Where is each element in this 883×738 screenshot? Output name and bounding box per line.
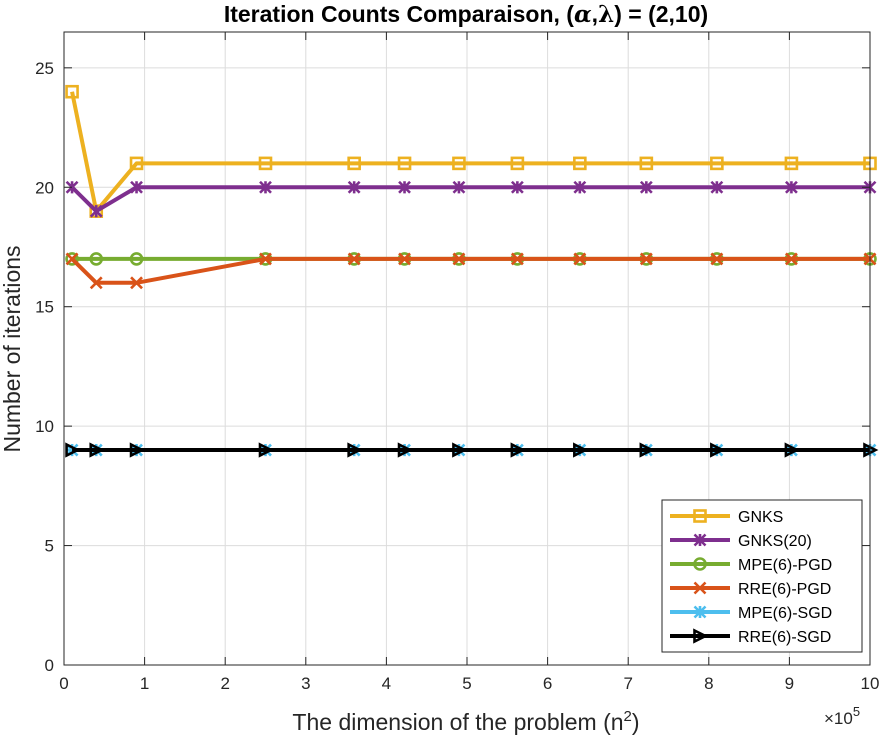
data-point xyxy=(398,252,411,266)
x-tick-label: 2 xyxy=(220,674,229,693)
legend-label: MPE(6)-SGD xyxy=(738,605,832,622)
legend-item: GNKS xyxy=(670,509,783,526)
data-point xyxy=(639,180,653,194)
legend: GNKS GNKS(20) MPE(6)-PGD RRE(6)-PGD MPE(6)-S… xyxy=(661,499,863,653)
data-point xyxy=(89,276,103,290)
data-point xyxy=(452,442,468,458)
y-tick-label: 25 xyxy=(35,59,54,78)
x-tick-label: 9 xyxy=(785,674,794,693)
data-point xyxy=(397,156,412,171)
data-point xyxy=(259,180,272,194)
legend-box xyxy=(661,499,863,653)
legend-marker xyxy=(693,509,707,523)
data-point xyxy=(573,156,587,171)
axis-ticks: 0 1 2 3 4 5 6 7 8 9 10 0 5 10 15 20 25 xyxy=(35,32,879,693)
data-point xyxy=(347,252,361,266)
data-point xyxy=(89,252,104,266)
series-line xyxy=(70,91,870,214)
data-point xyxy=(65,180,79,194)
data-point xyxy=(510,180,524,194)
legend-item: RRE(6)-PGD xyxy=(670,581,831,598)
data-point xyxy=(784,442,800,458)
data-point xyxy=(710,252,724,266)
series-rre-6-pgd xyxy=(65,252,877,290)
y-tick-label: 5 xyxy=(45,537,54,556)
legend-label: GNKS xyxy=(738,509,783,526)
y-tick-label: 10 xyxy=(35,417,54,436)
data-point xyxy=(130,276,143,290)
data-point xyxy=(573,180,587,194)
data-point xyxy=(452,252,466,266)
data-point xyxy=(89,442,105,458)
data-point xyxy=(710,156,724,171)
y-tick-label: 15 xyxy=(35,298,54,317)
data-point xyxy=(784,180,798,194)
legend-label: MPE(6)-PGD xyxy=(738,557,832,574)
series-rre-6-sgd xyxy=(65,442,879,458)
x-axis-label: The dimension of the problem (n2) xyxy=(292,708,639,735)
legend-item: GNKS(20) xyxy=(670,533,812,550)
legend-marker xyxy=(693,628,709,644)
data-point xyxy=(452,156,466,171)
data-point xyxy=(784,252,798,266)
data-point xyxy=(710,180,724,194)
legend-label: GNKS(20) xyxy=(738,533,812,550)
x-axis-multiplier: ×105 xyxy=(824,704,860,728)
legend-marker xyxy=(693,557,707,571)
legend-marker xyxy=(693,533,707,547)
legend-marker xyxy=(693,581,707,595)
chart-title: Iteration Counts Comparaison, (α,λ) = (2… xyxy=(224,1,708,28)
x-tick-label: 0 xyxy=(59,674,68,693)
x-tick-label: 1 xyxy=(140,674,149,693)
data-point xyxy=(710,442,726,458)
data-point xyxy=(65,252,79,266)
legend-label: RRE(6)-PGD xyxy=(738,581,831,598)
data-point xyxy=(258,442,274,458)
data-point xyxy=(65,84,79,99)
legend-item: MPE(6)-PGD xyxy=(670,557,832,574)
data-point xyxy=(398,180,411,194)
x-tick-label: 8 xyxy=(704,674,713,693)
data-point xyxy=(347,156,361,171)
data-point xyxy=(639,252,653,266)
data-point xyxy=(65,252,79,266)
legend-item: MPE(6)-SGD xyxy=(670,605,832,622)
x-tick-label: 6 xyxy=(543,674,552,693)
data-point xyxy=(510,156,525,171)
x-tick-label: 10 xyxy=(861,674,880,693)
legend-label: RRE(6)-SGD xyxy=(738,629,831,646)
data-point xyxy=(397,442,413,458)
data-point xyxy=(129,156,144,171)
x-tick-label: 7 xyxy=(623,674,632,693)
x-tick-label: 3 xyxy=(301,674,310,693)
x-tick-label: 4 xyxy=(382,674,391,693)
data-point xyxy=(258,156,273,171)
series-layer xyxy=(65,84,879,458)
data-point xyxy=(510,442,526,458)
data-point xyxy=(452,180,466,194)
data-point xyxy=(89,204,103,218)
data-point xyxy=(259,252,272,266)
data-point xyxy=(510,252,524,266)
y-tick-label: 0 xyxy=(45,656,54,675)
data-point xyxy=(639,442,655,458)
data-point xyxy=(65,442,81,458)
data-point xyxy=(784,156,799,171)
data-point xyxy=(129,442,145,458)
data-point xyxy=(347,180,361,194)
series-gnks-20 xyxy=(65,180,877,218)
y-axis-label: Number of iterations xyxy=(0,245,25,452)
y-tick-label: 20 xyxy=(35,178,54,197)
legend-item: RRE(6)-SGD xyxy=(670,628,831,646)
legend-marker xyxy=(693,605,707,619)
data-point xyxy=(130,180,143,194)
data-point xyxy=(347,442,363,458)
data-point xyxy=(129,252,144,266)
data-point xyxy=(573,442,589,458)
data-point xyxy=(573,252,587,266)
x-tick-label: 5 xyxy=(462,674,471,693)
data-point xyxy=(639,156,654,171)
